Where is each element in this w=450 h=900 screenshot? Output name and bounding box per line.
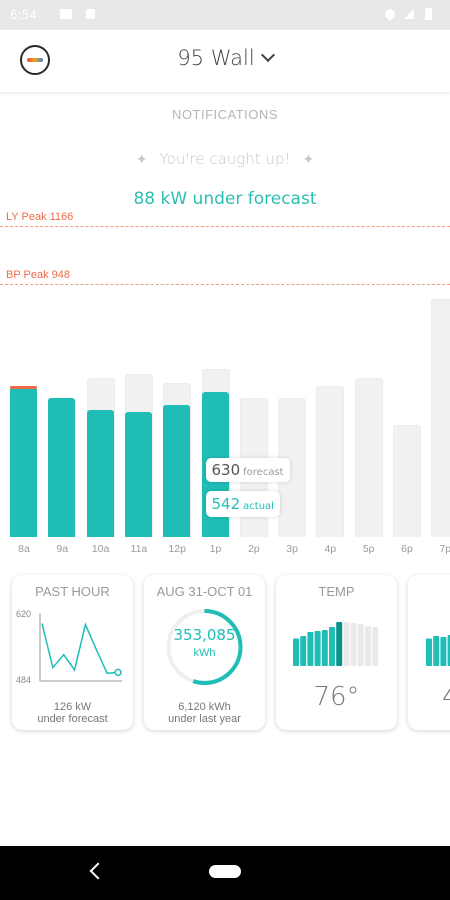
temp-bar: [293, 638, 299, 666]
card-title: TEMP: [318, 584, 355, 599]
temp-bar: [321, 630, 328, 666]
ring-progress: [166, 609, 243, 685]
chevron-down-icon: [260, 47, 275, 63]
partial-card-value: 4: [442, 682, 450, 712]
app-header: 95 Wall: [0, 30, 450, 92]
temp-bar: [426, 638, 432, 666]
notification-icon: [86, 9, 95, 19]
period-usage-card[interactable]: AUG 31-OCT 01 353,085 kWh 6,120 kWh unde…: [144, 575, 265, 730]
site-selector[interactable]: 95 Wall: [0, 46, 450, 70]
actual-bar[interactable]: [163, 404, 191, 537]
tooltip-actual-label: actual: [243, 501, 274, 512]
temp-bar: [433, 636, 440, 666]
notifications-heading: NOTIFICATIONS: [172, 107, 278, 122]
x-tick-label: 1p: [209, 543, 222, 555]
forecast-bar[interactable]: [393, 424, 421, 537]
partial-card-bars: [426, 635, 450, 666]
card-footer: 6,120 kWh under last year: [144, 701, 265, 725]
actual-bar[interactable]: [48, 398, 76, 537]
temp-bar: [336, 622, 343, 666]
temp-bar: [314, 631, 321, 666]
tooltip-forecast-value: 630: [211, 461, 241, 479]
past-hour-card[interactable]: PAST HOUR 620 484 126 kW under forecast: [12, 575, 133, 730]
usage-ring: [166, 609, 243, 685]
x-tick-label: 9a: [56, 543, 69, 555]
x-tick-label: 11a: [130, 543, 148, 555]
y-min-label: 484: [16, 675, 32, 685]
x-tick-label: 8a: [18, 543, 30, 555]
over-forecast-cap: [10, 386, 37, 390]
peak-line: [0, 283, 450, 285]
temp-bar: [357, 624, 364, 666]
temp-bar: [350, 623, 357, 666]
tooltip-actual-value: 542: [211, 495, 241, 513]
forecast-bar[interactable]: [316, 386, 345, 537]
x-tick-label: 2p: [247, 543, 260, 555]
sparkline-end-point: [114, 668, 122, 677]
x-tick-label: 10a: [91, 543, 110, 555]
temp-bar: [372, 627, 379, 666]
temp-bar: [343, 622, 350, 666]
peak-label: LY Peak 1166: [6, 210, 74, 223]
message-icon: [60, 9, 72, 19]
actual-bar[interactable]: [10, 387, 37, 537]
actual-bar[interactable]: [86, 410, 114, 537]
temp-bar: [307, 632, 314, 666]
ring-value: 353,085: [173, 626, 236, 644]
sparkline-axis: [39, 613, 122, 682]
temp-bar: [447, 635, 450, 666]
company-logo[interactable]: [20, 45, 50, 75]
x-tick-label: 6p: [401, 543, 413, 555]
footer-value: 6,120 kWh: [178, 701, 231, 713]
temperature-bars: [293, 622, 379, 666]
signal-icon: [404, 9, 414, 19]
wifi-icon: [382, 6, 398, 22]
x-tick-label: 7p: [439, 543, 450, 555]
temp-bar: [365, 626, 371, 666]
sparkline-chart: [39, 613, 122, 682]
status-time: 6:54: [10, 8, 37, 22]
caught-up-message: ✦ You're caught up! ✦: [0, 150, 450, 168]
temperature-value: 76°: [313, 682, 360, 712]
x-tick-label: 5p: [362, 543, 375, 555]
back-icon[interactable]: [89, 862, 107, 880]
temp-bar: [329, 627, 335, 666]
temp-bar: [300, 636, 307, 666]
sparkle-icon: ✦: [135, 152, 148, 168]
forecast-bar[interactable]: [354, 378, 383, 537]
temperature-card[interactable]: TEMP 76°: [276, 575, 397, 730]
peak-label: BP Peak 948: [6, 268, 71, 281]
home-button[interactable]: [209, 865, 241, 878]
sparkle-icon: ✦: [302, 152, 315, 168]
ring-unit: kWh: [193, 647, 216, 659]
status-bar: 6:54: [0, 0, 450, 30]
forecast-tooltip: 630 forecast: [205, 458, 290, 482]
footer-caption: under forecast: [37, 713, 108, 725]
x-tick-label: 4p: [324, 543, 337, 555]
actual-tooltip: 542 actual: [205, 491, 280, 517]
system-nav-bar: [0, 846, 450, 900]
footer-value: 126 kW: [53, 701, 92, 713]
card-title: AUG 31-OCT 01: [156, 584, 253, 599]
card-title: PAST HOUR: [35, 584, 110, 599]
actual-bar[interactable]: [124, 411, 152, 537]
caught-up-text: You're caught up!: [159, 150, 291, 168]
site-title: 95 Wall: [177, 46, 255, 70]
temp-bar: [440, 637, 447, 666]
forecast-message: 88 kW under forecast: [133, 189, 317, 209]
forecast-bar[interactable]: [431, 299, 450, 537]
x-tick-label: 12p: [168, 543, 186, 555]
partial-card[interactable]: 4: [408, 575, 450, 730]
tooltip-forecast-label: forecast: [243, 467, 284, 478]
card-footer: 126 kW under forecast: [12, 701, 133, 725]
battery-icon: [425, 8, 432, 20]
sparkline-line: [41, 622, 119, 675]
x-tick-label: 3p: [286, 543, 298, 555]
footer-caption: under last year: [168, 713, 241, 725]
peak-line: [0, 225, 450, 227]
y-max-label: 620: [16, 609, 32, 619]
